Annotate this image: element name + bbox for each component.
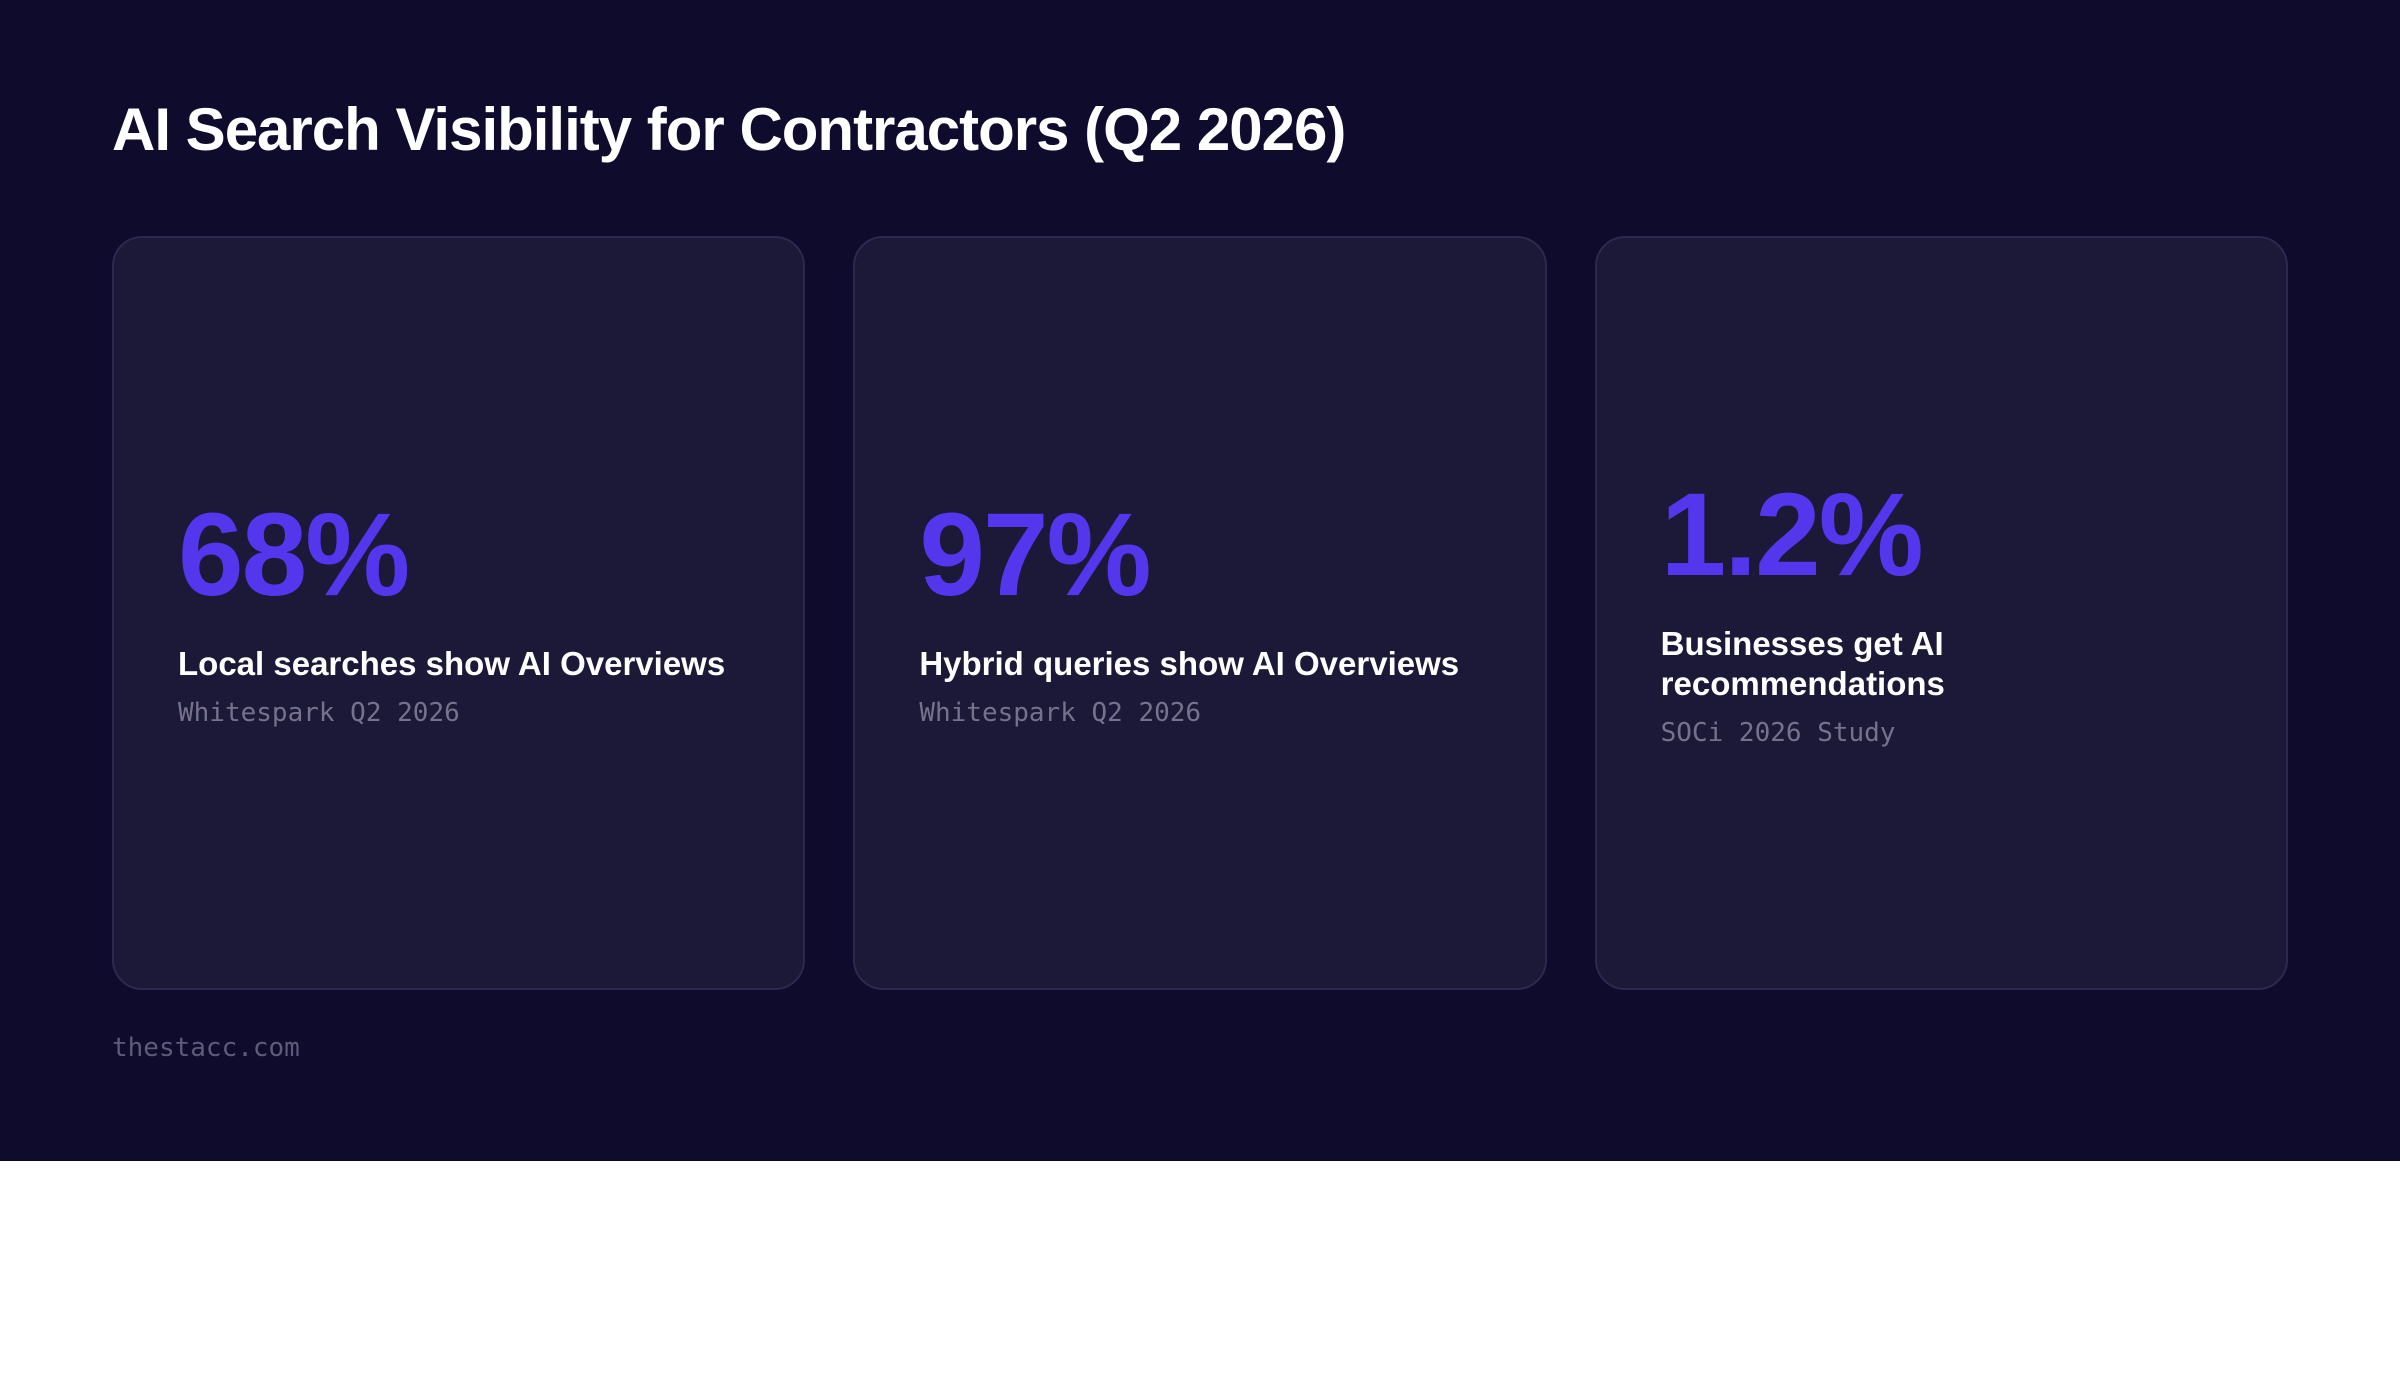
stat-cards: 68% Local searches show AI Overviews Whi… xyxy=(112,236,2288,990)
stat-card-ai-recommendations: 1.2% Businesses get AI recommendations S… xyxy=(1594,236,2288,990)
stat-value: 97% xyxy=(919,489,1151,621)
stat-card-local-searches: 68% Local searches show AI Overviews Whi… xyxy=(112,236,806,990)
stat-label: Businesses get AI recommendations xyxy=(1660,625,1945,702)
footer-site-credit: thestacc.com xyxy=(112,1033,300,1063)
stat-label: Local searches show AI Overviews xyxy=(178,645,726,682)
stat-source: Whitespark Q2 2026 xyxy=(178,698,460,728)
stat-source: SOCi 2026 Study xyxy=(1660,718,1896,748)
stat-card-hybrid-queries: 97% Hybrid queries show AI Overviews Whi… xyxy=(853,236,1547,990)
stat-source: Whitespark Q2 2026 xyxy=(919,698,1202,728)
page-title: AI Search Visibility for Contractors (Q2… xyxy=(112,96,1346,163)
stat-label: Hybrid queries show AI Overviews xyxy=(919,645,1460,682)
infographic-panel: AI Search Visibility for Contractors (Q2… xyxy=(0,0,2400,1161)
stat-value: 1.2% xyxy=(1660,469,1924,601)
stat-value: 68% xyxy=(178,489,410,621)
